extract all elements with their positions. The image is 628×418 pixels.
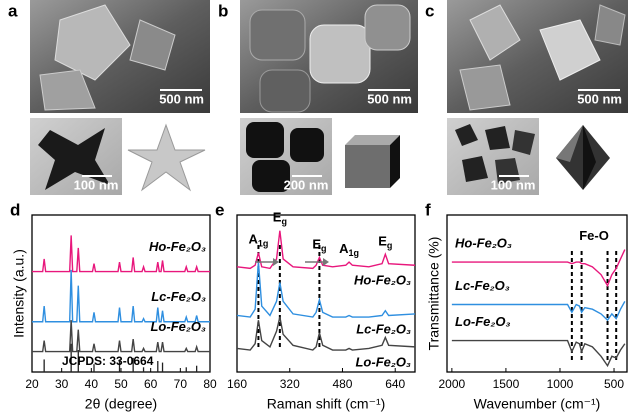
x-tick-label: 20 (25, 377, 39, 391)
y-axis-label: Transmittance (%) (426, 237, 442, 351)
series-label: Ho-Fe₂O₃ (455, 236, 512, 251)
annotation-subscript: 1g (349, 248, 360, 258)
tem-scale-label: 100 nm (491, 177, 536, 192)
series-label: Lo-Fe₂O₃ (355, 354, 411, 369)
page: {"panels": [ {"label": "a", "sem_scale":… (0, 0, 628, 418)
x-tick-label: 1500 (493, 377, 520, 391)
annotation: Fe-O (579, 228, 609, 243)
annotation-text: E (312, 237, 321, 252)
x-tick-label: 2000 (439, 377, 466, 391)
annotation: Eg (312, 237, 326, 254)
sem-scale-label: 500 nm (577, 91, 622, 106)
panel-label: d (10, 200, 20, 219)
x-tick-label: 640 (385, 377, 405, 391)
annotation-text: E (273, 210, 282, 225)
annotation-text: E (378, 234, 387, 249)
panel-label: a (8, 1, 18, 20)
annotation-subscript: g (281, 217, 287, 227)
annotation-subscript: g (321, 244, 327, 254)
annotation-subscript: g (387, 241, 393, 251)
panel-label: c (425, 1, 434, 20)
series-label: Lo-Fe₂O₃ (455, 314, 511, 329)
y-axis-label: Intensity (a.u.) (11, 249, 27, 338)
x-tick-label: 30 (55, 377, 69, 391)
reference-label: JCPDS: 33-0664 (62, 354, 154, 368)
x-tick-label: 500 (604, 377, 624, 391)
x-tick-label: 40 (85, 377, 99, 391)
x-tick-label: 320 (280, 377, 300, 391)
annotation: A1g (339, 242, 359, 259)
series-label: Lo-Fe₂O₃ (150, 319, 206, 334)
series-line (452, 341, 625, 366)
series-label: Lc-Fe₂O₃ (455, 278, 510, 293)
panel-label: b (218, 1, 228, 20)
x-axis-label: Wavenumber (cm⁻¹) (474, 396, 601, 412)
annotation-subscript: 1g (258, 239, 269, 249)
annotation-text: Fe-O (579, 228, 609, 243)
arrow-head (323, 258, 329, 266)
x-tick-label: 160 (227, 377, 247, 391)
x-tick-label: 480 (332, 377, 352, 391)
series-label: Ho-Fe₂O₃ (354, 273, 411, 288)
panel-label: f (425, 200, 431, 219)
sem-scale-label: 500 nm (367, 91, 412, 106)
x-tick-label: 70 (174, 377, 188, 391)
tem-scale-label: 100 nm (74, 177, 119, 192)
x-axis-label: Raman shift (cm⁻¹) (267, 396, 386, 412)
series-label: Lc-Fe₂O₃ (356, 321, 411, 336)
x-tick-label: 80 (203, 377, 217, 391)
annotation: Eg (273, 210, 287, 227)
annotation: A1g (248, 232, 268, 249)
panel-label: e (215, 200, 224, 219)
series-label: Lc-Fe₂O₃ (151, 289, 206, 304)
x-tick-label: 50 (114, 377, 128, 391)
series-line (237, 262, 415, 317)
x-tick-label: 60 (144, 377, 158, 391)
x-axis-label: 2θ (degree) (85, 396, 157, 412)
series-label: Ho-Fe₂O₃ (149, 239, 206, 254)
x-tick-label: 1000 (547, 377, 574, 391)
sem-scale-label: 500 nm (159, 91, 204, 106)
annotation: Eg (378, 234, 392, 251)
tem-scale-label: 200 nm (284, 177, 329, 192)
figure: a 500 nm 100 nm b 500 nm 200 nm c 500 nm 100 nm d… (0, 0, 628, 418)
